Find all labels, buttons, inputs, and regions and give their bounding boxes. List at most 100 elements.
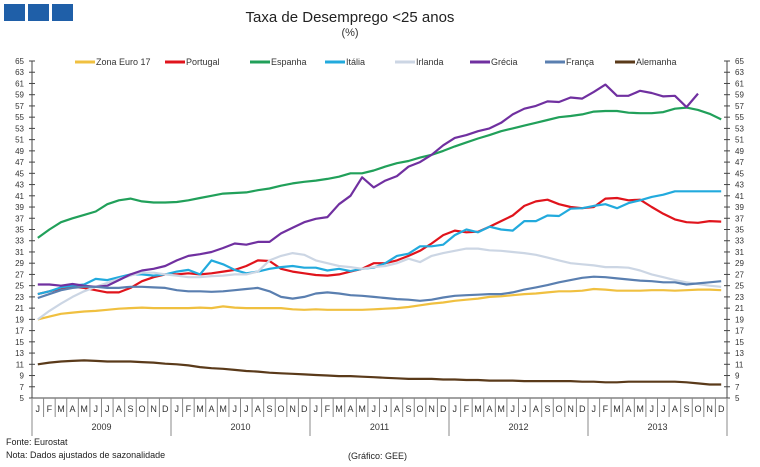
- y-tick-label-left: 29: [15, 259, 24, 268]
- month-label: F: [186, 404, 192, 414]
- y-tick-label-right: 39: [735, 203, 744, 212]
- y-tick-label-right: 43: [735, 181, 744, 190]
- month-label: J: [244, 404, 249, 414]
- y-tick-label-left: 45: [15, 169, 24, 178]
- y-tick-label-right: 47: [735, 158, 744, 167]
- y-tick-label-right: 17: [735, 327, 744, 336]
- month-label: O: [695, 404, 702, 414]
- year-label: 2010: [230, 422, 250, 432]
- y-tick-label-right: 41: [735, 192, 744, 201]
- year-label: 2009: [91, 422, 111, 432]
- month-label: A: [255, 404, 261, 414]
- month-label: N: [289, 404, 296, 414]
- month-label: F: [464, 404, 470, 414]
- month-label: A: [209, 404, 215, 414]
- y-tick-label-left: 49: [15, 147, 24, 156]
- month-label: J: [93, 404, 98, 414]
- month-label: A: [348, 404, 354, 414]
- y-tick-label-left: 39: [15, 203, 24, 212]
- y-tick-label-right: 27: [735, 270, 744, 279]
- y-tick-label-left: 21: [15, 304, 24, 313]
- y-tick-label-left: 19: [15, 315, 24, 324]
- y-tick-label-left: 59: [15, 91, 24, 100]
- series-line-portugal: [37, 196, 722, 296]
- y-tick-label-left: 7: [20, 383, 25, 392]
- legend-label: Itália: [346, 57, 365, 67]
- y-tick-label-left: 57: [15, 102, 24, 111]
- y-tick-label-right: 33: [735, 237, 744, 246]
- month-label: A: [116, 404, 122, 414]
- month-label: M: [219, 404, 227, 414]
- month-label: J: [522, 404, 527, 414]
- month-label: A: [626, 404, 632, 414]
- month-label: M: [57, 404, 65, 414]
- month-label: S: [544, 404, 550, 414]
- y-tick-label-left: 65: [15, 57, 24, 66]
- month-label: J: [383, 404, 388, 414]
- month-label: M: [358, 404, 366, 414]
- month-label: M: [474, 404, 482, 414]
- y-tick-label-right: 9: [735, 372, 740, 381]
- y-tick-label-right: 65: [735, 57, 744, 66]
- month-label: N: [567, 404, 574, 414]
- y-tick-label-right: 7: [735, 383, 740, 392]
- legend-label: Irlanda: [416, 57, 444, 67]
- month-label: D: [301, 404, 308, 414]
- y-tick-label-right: 31: [735, 248, 744, 257]
- month-label: J: [371, 404, 376, 414]
- y-tick-label-right: 63: [735, 68, 744, 77]
- month-label: F: [325, 404, 331, 414]
- month-label: J: [175, 404, 180, 414]
- y-tick-label-right: 15: [735, 338, 744, 347]
- month-label: D: [440, 404, 447, 414]
- y-tick-label-left: 11: [16, 360, 25, 369]
- chart-credit: (Gráfico: GEE): [348, 451, 408, 461]
- y-tick-label-left: 61: [15, 79, 24, 88]
- y-tick-label-left: 35: [15, 226, 24, 235]
- month-label: M: [335, 404, 343, 414]
- month-label: D: [579, 404, 586, 414]
- legend-label: França: [566, 57, 594, 67]
- month-label: A: [487, 404, 493, 414]
- chart-subtitle: (%): [341, 27, 359, 39]
- source-note: Fonte: Eurostat: [6, 437, 68, 447]
- legend-label: Zona Euro 17: [96, 57, 151, 67]
- month-label: S: [266, 404, 272, 414]
- month-label: J: [36, 404, 41, 414]
- month-label: O: [278, 404, 285, 414]
- month-label: J: [105, 404, 110, 414]
- y-tick-label-right: 13: [735, 349, 744, 358]
- month-label: A: [672, 404, 678, 414]
- y-tick-label-right: 35: [735, 226, 744, 235]
- y-tick-label-left: 17: [15, 327, 24, 336]
- y-tick-label-left: 25: [15, 282, 24, 291]
- y-tick-label-left: 33: [15, 237, 24, 246]
- month-label: O: [417, 404, 424, 414]
- y-tick-label-right: 5: [735, 394, 740, 403]
- y-tick-label-right: 51: [735, 136, 744, 145]
- month-label: F: [603, 404, 609, 414]
- month-label: M: [636, 404, 644, 414]
- month-label: O: [139, 404, 146, 414]
- month-label: J: [592, 404, 597, 414]
- y-tick-label-right: 21: [735, 304, 744, 313]
- month-label: J: [510, 404, 515, 414]
- month-label: D: [162, 404, 169, 414]
- y-tick-label-left: 31: [15, 248, 24, 257]
- y-tick-label-left: 23: [15, 293, 24, 302]
- y-tick-label-right: 37: [735, 214, 744, 223]
- y-tick-label-left: 9: [20, 372, 25, 381]
- month-label: O: [556, 404, 563, 414]
- y-tick-label-left: 37: [15, 214, 24, 223]
- series-line-espanha: [37, 106, 722, 239]
- y-tick-label-right: 23: [735, 293, 744, 302]
- series-line-fran-a: [37, 275, 722, 302]
- y-tick-label-left: 55: [15, 113, 24, 122]
- y-tick-label-right: 57: [735, 102, 744, 111]
- chart-title: Taxa de Desemprego <25 anos: [245, 9, 455, 26]
- month-label: N: [706, 404, 713, 414]
- logo: [4, 4, 73, 21]
- month-label: M: [80, 404, 88, 414]
- y-tick-label-right: 29: [735, 259, 744, 268]
- month-label: N: [428, 404, 435, 414]
